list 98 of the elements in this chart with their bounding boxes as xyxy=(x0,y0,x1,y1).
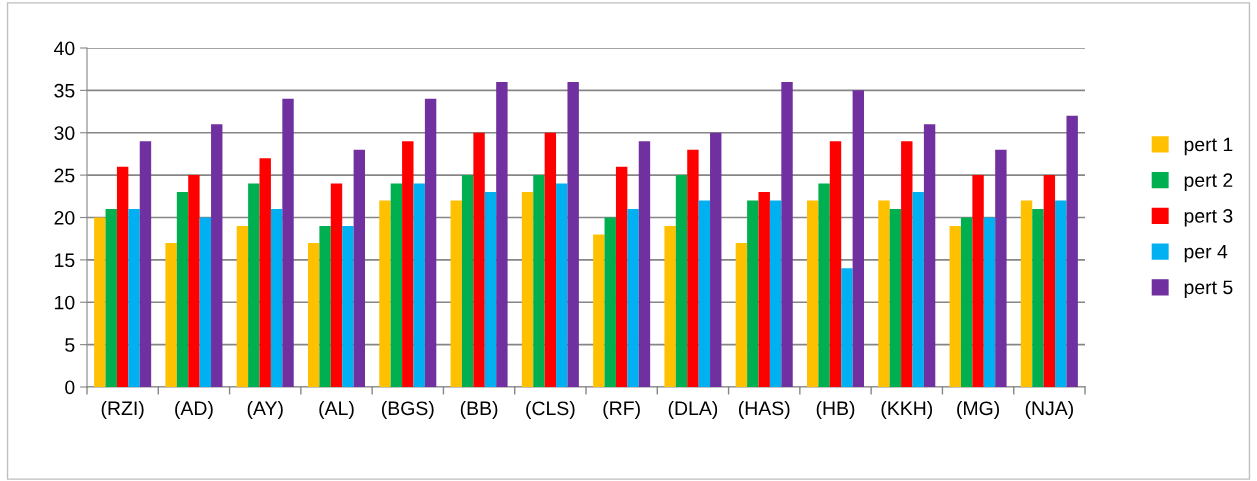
bar xyxy=(116,166,129,387)
x-tick-label: (HAS) xyxy=(738,400,790,420)
bar xyxy=(330,183,343,387)
bar xyxy=(199,217,212,387)
bar xyxy=(521,192,534,387)
bar xyxy=(735,242,748,387)
x-tick-label: (AL) xyxy=(319,400,354,420)
bar xyxy=(94,217,106,387)
bar xyxy=(567,81,579,387)
bar xyxy=(664,225,676,387)
bar xyxy=(282,98,294,387)
x-tick-label: (DLA) xyxy=(668,400,718,420)
y-tick-label: 0 xyxy=(65,380,75,395)
legend-label: pert 1 xyxy=(1184,137,1233,156)
bar xyxy=(248,183,260,387)
bar xyxy=(1055,200,1067,387)
bar xyxy=(1032,209,1044,387)
bar xyxy=(901,141,913,387)
legend-label: pert 2 xyxy=(1184,173,1233,191)
y-tick-label: 5 xyxy=(65,338,75,352)
legend-label: pert 5 xyxy=(1184,280,1233,299)
bar xyxy=(496,81,508,387)
x-tick-label: (HB) xyxy=(816,400,855,420)
bar xyxy=(128,209,140,387)
bar xyxy=(615,166,628,387)
bar xyxy=(972,175,984,387)
bar xyxy=(1043,175,1056,387)
y-tick-label: 25 xyxy=(54,168,75,183)
x-tick-label: (MG) xyxy=(957,400,999,420)
bar xyxy=(544,132,557,387)
bar xyxy=(533,175,545,387)
bar xyxy=(687,149,699,387)
bar xyxy=(390,183,403,387)
x-tick-label: (KKH) xyxy=(881,400,933,420)
bar xyxy=(188,175,200,387)
y-tick-label: 20 xyxy=(54,210,75,225)
bar xyxy=(852,90,865,387)
bar xyxy=(710,132,722,387)
bar xyxy=(960,217,973,387)
bar xyxy=(342,225,354,387)
bar xyxy=(747,200,759,387)
bar xyxy=(319,225,331,387)
bar xyxy=(889,209,902,387)
bar xyxy=(769,200,782,387)
x-tick-label: (AD) xyxy=(175,400,213,420)
bar xyxy=(781,81,793,387)
y-tick-label: 35 xyxy=(54,83,75,98)
bar xyxy=(758,192,770,387)
bar xyxy=(379,200,391,387)
y-tick-label: 10 xyxy=(55,295,75,310)
bar xyxy=(878,200,890,387)
bar xyxy=(402,141,414,387)
bar xyxy=(450,200,462,387)
x-tick-label: (AY) xyxy=(247,400,283,420)
bar xyxy=(461,175,474,387)
bar xyxy=(211,124,223,387)
bar xyxy=(484,192,497,387)
x-tick-label: (BGS) xyxy=(381,400,434,420)
bar xyxy=(912,192,924,387)
bar xyxy=(1020,200,1033,387)
bar xyxy=(165,242,177,387)
bar xyxy=(105,209,117,387)
bar xyxy=(949,225,961,387)
bar xyxy=(983,217,996,387)
y-tick-label: 40 xyxy=(54,41,75,56)
bar xyxy=(413,183,425,387)
bar xyxy=(259,158,271,387)
x-tick-label: (CLS) xyxy=(526,400,575,420)
bar xyxy=(1066,115,1078,387)
bar xyxy=(473,132,485,387)
x-tick-label: (NJA) xyxy=(1025,400,1073,420)
bar xyxy=(353,149,366,387)
bar xyxy=(556,183,568,387)
x-tick-label: (RZI) xyxy=(101,400,144,420)
legend-label: pert 3 xyxy=(1184,209,1233,227)
y-tick-label: 30 xyxy=(54,126,75,140)
bar xyxy=(675,175,688,387)
bar xyxy=(829,141,842,387)
bar xyxy=(627,209,639,387)
bar xyxy=(593,234,605,387)
x-tick-label: (RF) xyxy=(603,400,640,420)
bar xyxy=(270,209,283,387)
bar xyxy=(806,200,819,387)
bar xyxy=(236,225,249,387)
bar xyxy=(139,141,152,387)
bar xyxy=(923,124,936,387)
bar xyxy=(995,149,1007,387)
legend-label: per 4 xyxy=(1184,244,1228,263)
bar xyxy=(841,268,853,387)
bar xyxy=(424,98,437,387)
x-tick-label: (BB) xyxy=(460,400,498,420)
bar xyxy=(818,183,830,387)
bar xyxy=(698,200,711,387)
bar xyxy=(604,217,616,387)
y-tick-label: 15 xyxy=(55,253,75,268)
bar xyxy=(307,242,320,387)
bar xyxy=(638,141,651,387)
bar xyxy=(176,192,189,387)
